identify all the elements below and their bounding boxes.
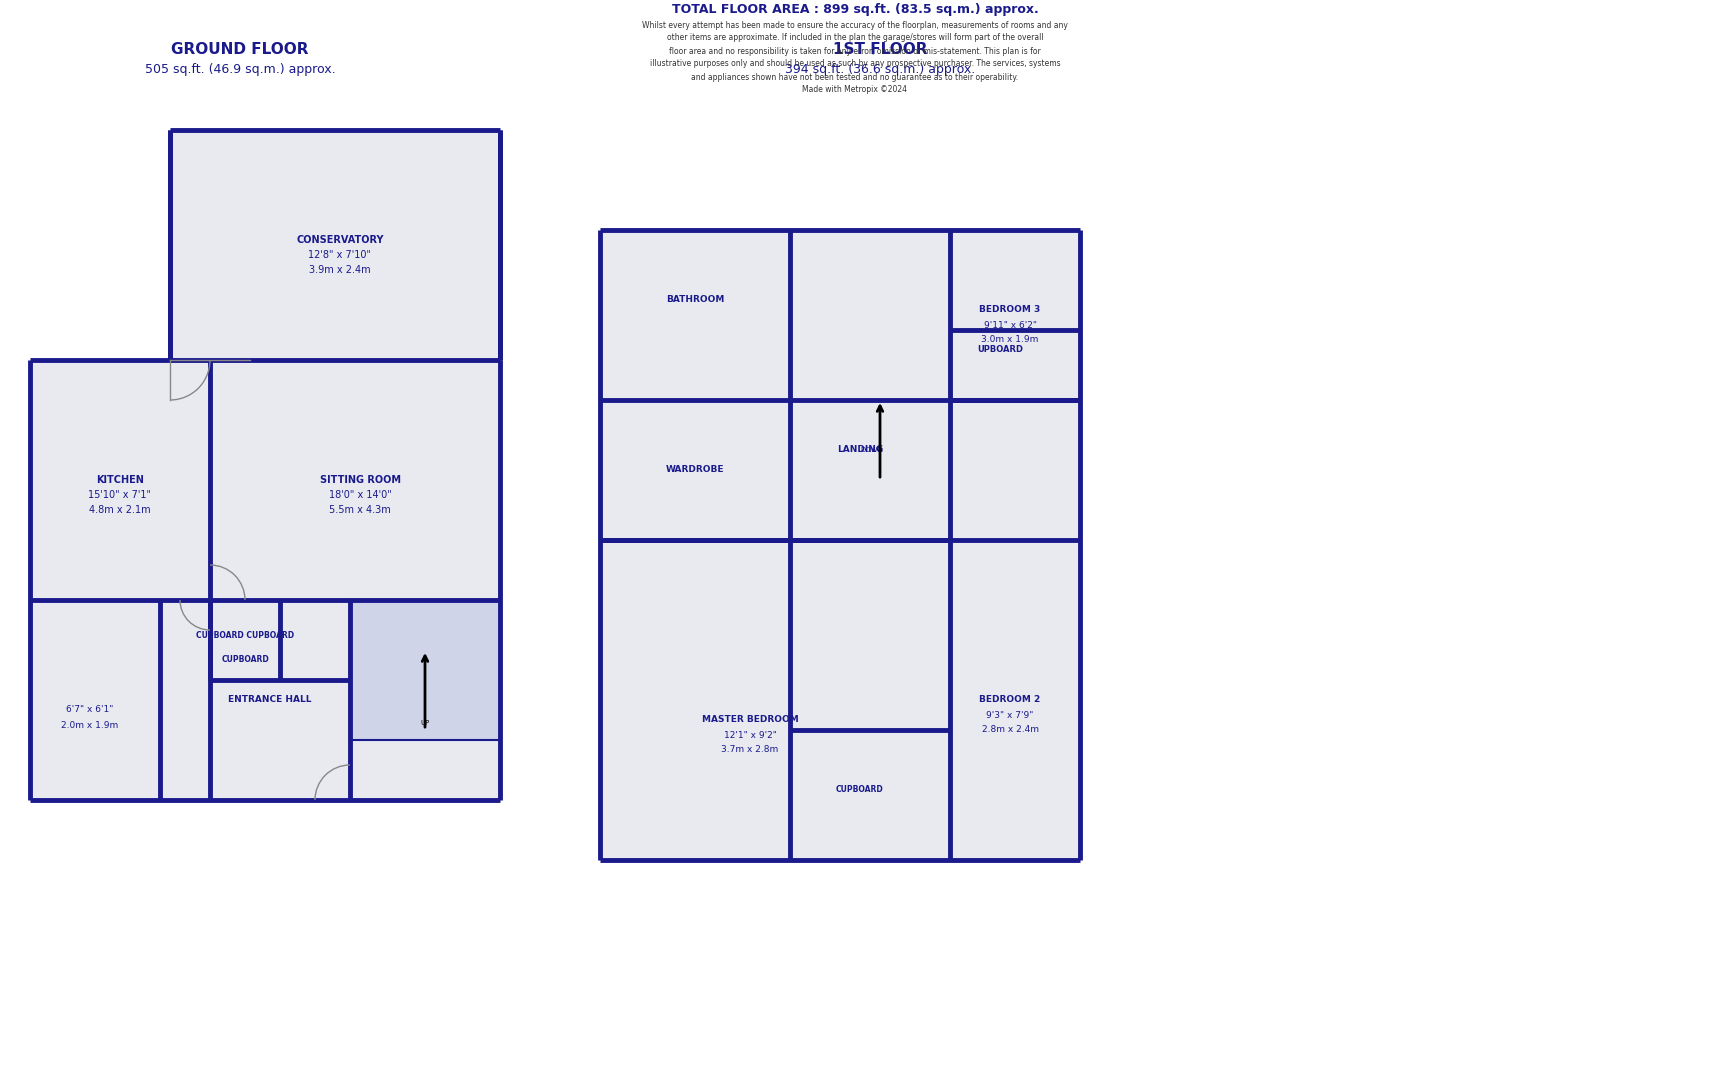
Text: CUPBOARD: CUPBOARD xyxy=(221,656,268,664)
Text: UP: UP xyxy=(421,720,429,726)
Bar xyxy=(600,230,1081,860)
Text: CUPBOARD CUPBOARD: CUPBOARD CUPBOARD xyxy=(197,631,294,639)
Text: UPBOARD: UPBOARD xyxy=(976,346,1023,354)
Text: 505 sq.ft. (46.9 sq.m.) approx.: 505 sq.ft. (46.9 sq.m.) approx. xyxy=(145,64,335,77)
Text: 394 sq.ft. (36.6 sq.m.) approx.: 394 sq.ft. (36.6 sq.m.) approx. xyxy=(785,64,975,77)
Text: 4.8m x 2.1m: 4.8m x 2.1m xyxy=(89,505,150,515)
Text: BATHROOM: BATHROOM xyxy=(665,296,725,305)
Text: 3.7m x 2.8m: 3.7m x 2.8m xyxy=(722,745,778,755)
Text: MASTER BEDROOM: MASTER BEDROOM xyxy=(701,715,799,725)
Text: 6'7" x 6'1": 6'7" x 6'1" xyxy=(67,705,113,715)
Text: TOTAL FLOOR AREA : 899 sq.ft. (83.5 sq.m.) approx.: TOTAL FLOOR AREA : 899 sq.ft. (83.5 sq.m… xyxy=(672,3,1038,16)
Text: 5.5m x 4.3m: 5.5m x 4.3m xyxy=(328,505,392,515)
Text: and appliances shown have not been tested and no guarantee as to their operabili: and appliances shown have not been teste… xyxy=(691,72,1019,81)
Text: 1ST FLOOR: 1ST FLOOR xyxy=(833,42,927,57)
Text: DOWN: DOWN xyxy=(860,447,882,453)
Text: 9'3" x 7'9": 9'3" x 7'9" xyxy=(987,711,1033,719)
Text: 9'11" x 6'2": 9'11" x 6'2" xyxy=(983,321,1036,329)
Text: LANDING: LANDING xyxy=(836,445,882,455)
Text: BEDROOM 2: BEDROOM 2 xyxy=(980,696,1041,704)
Text: SITTING ROOM: SITTING ROOM xyxy=(320,475,400,485)
Text: 2.0m x 1.9m: 2.0m x 1.9m xyxy=(62,720,118,729)
Text: Whilst every attempt has been made to ensure the accuracy of the floorplan, meas: Whilst every attempt has been made to en… xyxy=(641,21,1069,29)
Text: CUPBOARD: CUPBOARD xyxy=(836,785,884,795)
Text: ENTRANCE HALL: ENTRANCE HALL xyxy=(227,696,311,704)
Text: 15'10" x 7'1": 15'10" x 7'1" xyxy=(89,490,152,500)
Text: BEDROOM 3: BEDROOM 3 xyxy=(980,306,1041,314)
Text: KITCHEN: KITCHEN xyxy=(96,475,144,485)
Bar xyxy=(351,600,499,740)
Text: 12'1" x 9'2": 12'1" x 9'2" xyxy=(723,730,776,740)
Text: illustrative purposes only and should be used as such by any prospective purchas: illustrative purposes only and should be… xyxy=(650,59,1060,68)
Text: 3.9m x 2.4m: 3.9m x 2.4m xyxy=(310,265,371,275)
Text: floor area and no responsibility is taken for any error, omission or mis-stateme: floor area and no responsibility is take… xyxy=(669,46,1041,55)
Text: Made with Metropix ©2024: Made with Metropix ©2024 xyxy=(802,85,908,94)
Bar xyxy=(31,360,499,800)
Text: 12'8" x 7'10": 12'8" x 7'10" xyxy=(308,249,371,260)
Text: 18'0" x 14'0": 18'0" x 14'0" xyxy=(328,490,392,500)
Text: WARDROBE: WARDROBE xyxy=(665,465,725,474)
Bar xyxy=(169,130,499,360)
Text: 2.8m x 2.4m: 2.8m x 2.4m xyxy=(982,726,1038,734)
Text: 3.0m x 1.9m: 3.0m x 1.9m xyxy=(982,336,1038,345)
Text: other items are approximate. If included in the plan the garage/stores will form: other items are approximate. If included… xyxy=(667,33,1043,42)
Text: GROUND FLOOR: GROUND FLOOR xyxy=(171,42,310,57)
Text: CONSERVATORY: CONSERVATORY xyxy=(296,235,383,245)
